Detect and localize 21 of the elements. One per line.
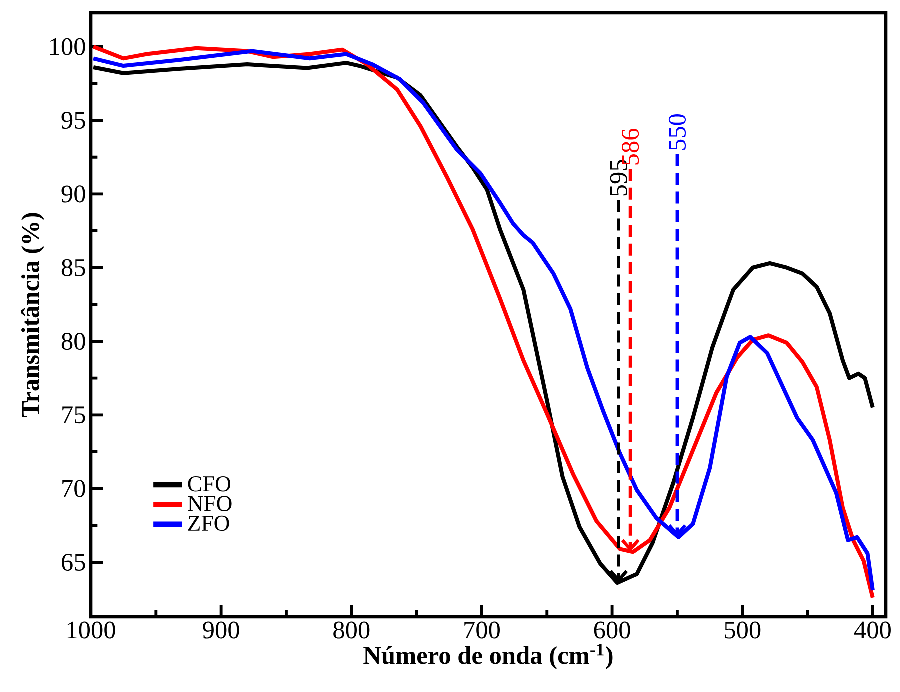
x-tick-label: 900 xyxy=(203,622,240,639)
x-axis-title: Número de onda (cm$^{-1}$) xyxy=(364,644,613,670)
y-axis-title: Transmitância (%) xyxy=(21,213,44,418)
y-tick-label: 65 xyxy=(62,554,86,571)
y-tick-label: 90 xyxy=(62,186,86,203)
legend-label: NFO xyxy=(188,496,232,512)
x-tick-label: 800 xyxy=(334,622,370,639)
y-tick-label: 80 xyxy=(62,332,86,350)
y-tick-label: 75 xyxy=(62,406,86,424)
y-tick-label: 70 xyxy=(62,480,86,498)
x-tick-label: 600 xyxy=(594,622,630,639)
x-tick-label: 500 xyxy=(725,622,761,639)
y-tick-label: 85 xyxy=(62,259,86,276)
y-tick-label: 100 xyxy=(50,38,86,56)
x-tick-label: 400 xyxy=(854,622,891,639)
x-tick-label: 1000 xyxy=(68,622,116,639)
annotation: 550 xyxy=(668,114,686,150)
x-tick-label: 700 xyxy=(464,622,500,639)
y-tick-label: 95 xyxy=(62,112,86,130)
legend-label: ZFO xyxy=(188,516,230,532)
legend-label: CFO xyxy=(188,476,231,492)
